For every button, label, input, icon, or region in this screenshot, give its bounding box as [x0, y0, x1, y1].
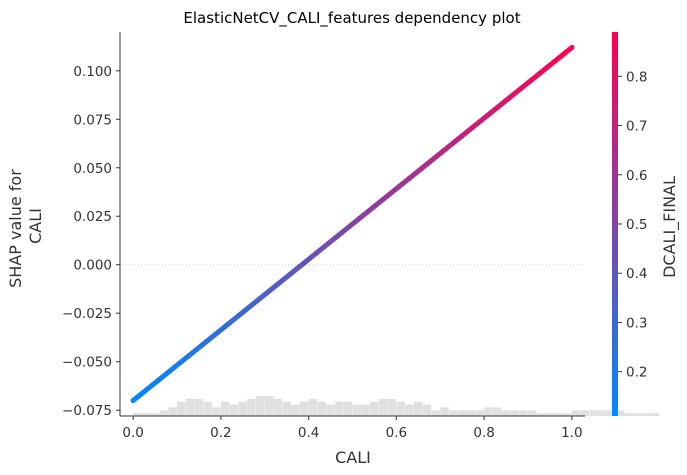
histogram-bar: [343, 401, 353, 416]
histogram-bar: [554, 413, 563, 416]
histogram-bar: [220, 401, 230, 416]
x-tick-label: 0.8: [473, 425, 494, 441]
histogram-bar: [396, 401, 405, 416]
histogram-bar: [475, 410, 484, 416]
plot-axes: [119, 32, 585, 417]
histogram-bar: [527, 410, 537, 416]
chart-title: ElasticNetCV_CALI_features dependency pl…: [183, 9, 520, 28]
colorbar-tick-label: 0.4: [626, 266, 647, 282]
colorbar-tick-label: 0.3: [626, 315, 647, 331]
histogram-bar: [598, 410, 607, 416]
x-tick-label: 0.0: [122, 425, 143, 441]
histogram-bar: [431, 410, 440, 416]
colorbar: [612, 32, 618, 416]
colorbar-label: DCALI_FINAL: [660, 176, 680, 278]
histogram-bar: [185, 398, 195, 416]
x-axis-ticks: 0.0 0.2 0.4 0.6 0.8 1.0: [122, 416, 583, 441]
histogram-bar: [484, 407, 493, 416]
histogram-bar: [203, 401, 212, 416]
histogram-bar: [589, 410, 598, 416]
histogram-bar: [299, 401, 309, 416]
y-tick-label: 0.075: [73, 112, 112, 128]
histogram-bar: [352, 404, 361, 416]
feature-histogram: [133, 396, 660, 416]
y-tick-label: 0.100: [73, 64, 112, 80]
histogram-bar: [273, 398, 283, 416]
y-axis-label-line-2: CALI: [26, 208, 45, 244]
colorbar-tick-label: 0.5: [626, 217, 647, 233]
histogram-bar: [282, 401, 291, 416]
histogram-bar: [501, 410, 511, 416]
histogram-bar: [247, 398, 256, 416]
histogram-bar: [291, 404, 300, 416]
histogram-bar: [519, 410, 528, 416]
histogram-bar: [615, 410, 625, 416]
histogram-bar: [624, 413, 633, 416]
colorbar-tick-label: 0.6: [626, 168, 647, 184]
y-axis-label-line-1: SHAP value for: [6, 169, 25, 288]
histogram-bar: [466, 410, 476, 416]
histogram-bar: [571, 410, 581, 416]
histogram-bar: [492, 407, 502, 416]
histogram-bar: [449, 410, 458, 416]
y-axis-label: SHAP value for CALI: [6, 164, 45, 288]
histogram-bar: [405, 404, 414, 416]
histogram-bar: [255, 396, 265, 416]
y-tick-label: 0.000: [73, 258, 112, 274]
histogram-bar: [633, 413, 642, 416]
histogram-bar: [387, 398, 397, 416]
histogram-bar: [563, 413, 572, 416]
histogram-bar: [317, 401, 326, 416]
histogram-bar: [159, 410, 168, 416]
histogram-bar: [194, 398, 204, 416]
x-tick-label: 1.0: [561, 425, 582, 441]
histogram-bar: [326, 404, 335, 416]
histogram-bar: [510, 410, 519, 416]
histogram-bar: [177, 401, 186, 416]
colorbar-tick-label: 0.7: [626, 119, 647, 135]
scatter-points: [130, 44, 575, 404]
histogram-bar: [334, 401, 344, 416]
histogram-bar: [150, 413, 160, 416]
x-tick-label: 0.4: [298, 425, 319, 441]
histogram-bar: [650, 413, 660, 416]
histogram-bar: [545, 413, 554, 416]
histogram-bar: [133, 413, 142, 416]
histogram-bar: [378, 398, 388, 416]
histogram-bar: [264, 396, 274, 416]
histogram-bar: [642, 413, 651, 416]
x-tick-label: 0.2: [210, 425, 231, 441]
colorbar-tick-label: 0.8: [626, 69, 647, 85]
x-axis-label: CALI: [335, 448, 371, 467]
x-tick-label: 0.6: [386, 425, 407, 441]
histogram-bar: [536, 413, 546, 416]
y-tick-label: 0.050: [73, 161, 112, 177]
y-tick-label: −0.025: [62, 306, 112, 322]
y-axis-ticks: −0.075 −0.050 −0.025 0.000 0.025 0.050 0.075 0.…: [62, 64, 120, 419]
histogram-bar: [370, 401, 379, 416]
histogram-bar: [580, 410, 590, 416]
histogram-bar: [212, 407, 221, 416]
histogram-bar: [457, 410, 467, 416]
scatter-point: [569, 44, 575, 51]
histogram-bar: [229, 404, 239, 416]
histogram-bar: [422, 404, 432, 416]
histogram-bar: [606, 410, 616, 416]
y-tick-label: 0.025: [73, 209, 112, 225]
histogram-bar: [440, 407, 449, 416]
y-tick-label: −0.075: [62, 403, 112, 419]
histogram-bar: [308, 398, 318, 416]
y-tick-label: −0.050: [62, 355, 112, 371]
histogram-bar: [141, 413, 151, 416]
histogram-bar: [168, 407, 177, 416]
histogram-bar: [361, 404, 370, 416]
histogram-bar: [238, 401, 247, 416]
colorbar-ticks: 0.2 0.3 0.4 0.5 0.6 0.7 0.8: [618, 69, 647, 381]
histogram-bar: [413, 401, 423, 416]
colorbar-tick-label: 0.2: [626, 365, 647, 381]
